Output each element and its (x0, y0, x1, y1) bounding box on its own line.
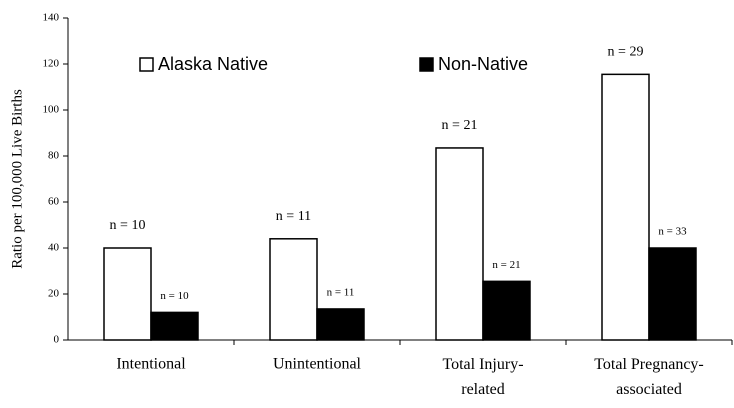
x-tick-label-line: Total Injury- (442, 356, 523, 373)
x-tick-label-line: associated (616, 381, 682, 398)
y-tick-label: 140 (43, 12, 60, 24)
bar-annotation: n = 21 (442, 118, 478, 133)
bar-annotation: n = 21 (492, 259, 520, 271)
x-tick-label-line: Total Pregnancy- (594, 356, 704, 373)
bar (435, 147, 484, 341)
bar (316, 308, 365, 341)
legend-label: Alaska Native (158, 54, 268, 74)
bar (601, 73, 650, 341)
y-axis-label: Ratio per 100,000 Live Births (9, 89, 25, 269)
bar (269, 238, 318, 341)
bar-annotation: n = 10 (110, 218, 146, 233)
y-tick-label: 120 (43, 58, 60, 70)
x-tick-label: Intentional (116, 356, 186, 373)
bar-annotation: n = 11 (276, 209, 311, 224)
bar (150, 311, 199, 341)
x-tick-label: Total Pregnancy-associated (594, 356, 704, 398)
y-tick-label: 100 (43, 104, 60, 116)
x-tick-label: Unintentional (273, 356, 362, 373)
bar-annotation: n = 11 (327, 286, 355, 298)
legend-swatch (419, 57, 434, 72)
x-tick-label-line: related (461, 381, 505, 398)
bar-annotation: n = 10 (160, 290, 189, 302)
y-tick-label: 0 (54, 334, 60, 346)
legend-label: Non-Native (438, 54, 528, 74)
bar (103, 247, 152, 341)
x-tick-label: Total Injury-related (442, 356, 523, 398)
bar (648, 247, 697, 341)
bar-annotation: n = 33 (658, 226, 687, 238)
bar-annotation: n = 29 (608, 45, 644, 60)
y-tick-label: 20 (48, 288, 60, 300)
y-tick-label: 40 (48, 242, 60, 254)
y-tick-label: 60 (48, 196, 60, 208)
legend-swatch (139, 57, 154, 72)
bar (482, 280, 531, 341)
y-tick-label: 80 (48, 150, 60, 162)
